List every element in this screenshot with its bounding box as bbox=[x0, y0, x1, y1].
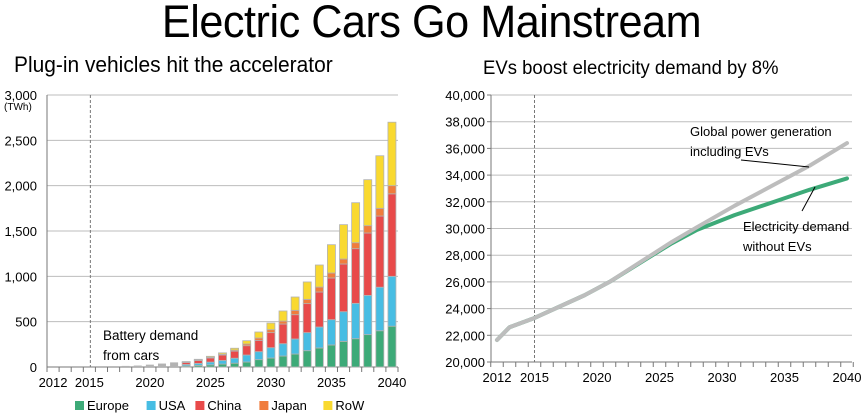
y-tick-label: 26,000 bbox=[445, 275, 485, 290]
annotation-battery-demand: from cars bbox=[103, 348, 160, 363]
bar-segment-row-2027 bbox=[230, 347, 240, 351]
legend-label-row: RoW bbox=[335, 398, 365, 413]
label-generation-including-evs: Global power generation bbox=[690, 124, 832, 139]
bar-segment-row-2038 bbox=[363, 179, 373, 227]
x-tick-label: 2040 bbox=[833, 370, 862, 385]
y-tick-label: 2,500 bbox=[4, 133, 37, 148]
y-tick-label: 3,000 bbox=[4, 88, 37, 103]
bar-segment-row-2040 bbox=[387, 121, 397, 187]
legend-swatch-usa bbox=[146, 401, 156, 410]
legend-swatch-japan bbox=[259, 401, 269, 410]
x-tick-label: 2015 bbox=[75, 375, 104, 390]
x-tick-label: 2025 bbox=[645, 370, 674, 385]
legend-label-europe: Europe bbox=[87, 398, 129, 413]
bar-segment-row-2031 bbox=[278, 310, 288, 322]
y-tick-label: 500 bbox=[15, 315, 37, 330]
bar-segment-row-2028 bbox=[242, 340, 252, 345]
bar-segment-row-2029 bbox=[254, 331, 264, 339]
x-tick-label: 2035 bbox=[317, 375, 346, 390]
battery-demand-chart: 0 500 1,000 1,500 2,000 2,500 3,000(TWh) 2012 20… bbox=[4, 88, 406, 413]
bar-segment-row-2039 bbox=[375, 155, 385, 209]
legend-swatch-china bbox=[195, 401, 205, 410]
y-tick-label: 24,000 bbox=[445, 302, 485, 317]
bar-unsplit-2020 bbox=[145, 364, 154, 367]
y-tick-label: 20,000 bbox=[445, 355, 485, 370]
legend-label-china: China bbox=[207, 398, 242, 413]
bar-segment-row-2037 bbox=[351, 202, 361, 244]
y-tick-label: 40,000 bbox=[445, 88, 485, 103]
y-tick-label: 34,000 bbox=[445, 168, 485, 183]
x-tick-label: 2012 bbox=[39, 375, 68, 390]
y-tick-label: 1,500 bbox=[4, 224, 37, 239]
bar-unsplit-2021 bbox=[157, 363, 166, 367]
main-title: Electric Cars Go Mainstream bbox=[161, 0, 702, 47]
x-tick-label: 2012 bbox=[483, 370, 512, 385]
y-tick-label: 2,000 bbox=[4, 179, 37, 194]
y-tick-label: 28,000 bbox=[445, 248, 485, 263]
line-demand-without-evs bbox=[495, 176, 849, 342]
bar-unsplit-2019 bbox=[133, 365, 142, 367]
y-tick-label: 38,000 bbox=[445, 115, 485, 130]
bar-segment-row-2030 bbox=[266, 322, 276, 331]
legend-label-japan: Japan bbox=[271, 398, 306, 413]
left-chart-title: Plug-in vehicles hit the accelerator bbox=[14, 52, 333, 77]
bar-unsplit-2022 bbox=[170, 362, 179, 367]
bar-segment-row-2035 bbox=[327, 244, 336, 274]
leader-line-demand bbox=[801, 186, 816, 212]
y-tick-label: 32,000 bbox=[445, 195, 485, 210]
bar-segment-row-2034 bbox=[314, 264, 324, 288]
x-tick-label: 2015 bbox=[520, 370, 549, 385]
x-tick-label: 2030 bbox=[708, 370, 737, 385]
y-tick-label: 36,000 bbox=[445, 141, 485, 156]
leader-line-generation bbox=[740, 159, 810, 168]
x-tick-label: 2030 bbox=[256, 375, 285, 390]
x-tick-label: 2040 bbox=[377, 375, 406, 390]
x-tick-label: 2020 bbox=[135, 375, 164, 390]
legend-swatch-europe bbox=[75, 401, 84, 410]
y-tick-label: 0 bbox=[30, 360, 37, 375]
y-tick-label: 22,000 bbox=[445, 328, 485, 343]
bar-segment-row-2036 bbox=[339, 224, 348, 260]
y-tick-label: 30,000 bbox=[445, 222, 485, 237]
label-demand-without-evs: without EVs bbox=[742, 239, 812, 254]
right-chart-title: EVs boost electricity demand by 8% bbox=[483, 57, 779, 79]
line-generation-including-evs bbox=[495, 141, 849, 342]
bar-segment-row-2023 bbox=[181, 361, 191, 363]
label-generation-including-evs: including EVs bbox=[690, 144, 769, 159]
legend-swatch-row bbox=[323, 401, 333, 410]
x-tick-label: 2020 bbox=[583, 370, 612, 385]
bar-segment-row-2033 bbox=[302, 281, 312, 300]
x-tick-label: 2025 bbox=[196, 375, 225, 390]
label-demand-without-evs: Electricity demand bbox=[743, 219, 849, 234]
bar-segment-row-2032 bbox=[290, 296, 300, 311]
x-tick-label: 2035 bbox=[770, 370, 799, 385]
y-axis-unit-label: (TWh) bbox=[4, 102, 32, 113]
legend-label-usa: USA bbox=[159, 398, 186, 413]
y-tick-label: 1,000 bbox=[4, 269, 37, 284]
bar-unsplit-2018 bbox=[121, 365, 130, 367]
bar-segment-row-2026 bbox=[218, 352, 227, 355]
bar-segment-row-2025 bbox=[205, 355, 215, 358]
annotation-battery-demand: Battery demand bbox=[103, 328, 198, 343]
bar-segment-row-2024 bbox=[193, 358, 203, 361]
